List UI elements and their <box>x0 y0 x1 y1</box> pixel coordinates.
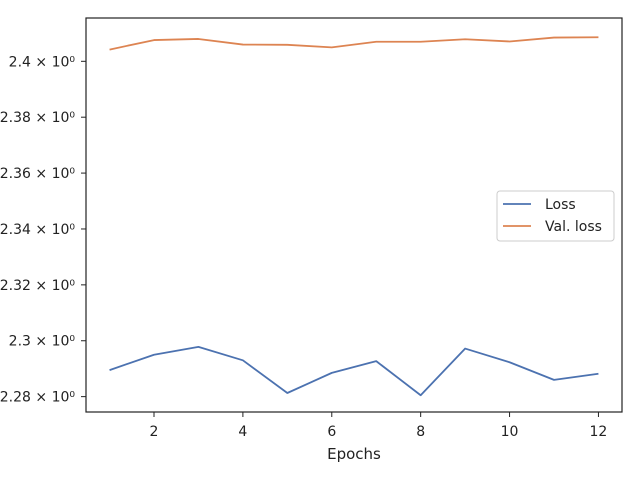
x-tick-label: 4 <box>238 424 247 440</box>
y-tick-label: 2.28 × 10⁰ <box>0 390 75 406</box>
y-axis: 2.28 × 10⁰ 2.3 × 10⁰ 2.32 × 10⁰ 2.34 × 10⁰ 2… <box>0 54 86 406</box>
x-axis-title: Epochs <box>327 445 381 463</box>
y-tick-label: 2.34 × 10⁰ <box>0 222 75 238</box>
x-tick-label: 10 <box>501 424 519 440</box>
legend-label: Loss <box>545 197 576 213</box>
legend-label: Val. loss <box>545 219 602 235</box>
series-layer <box>109 36 599 397</box>
plot-area-frame <box>85 17 623 413</box>
x-axis: 2 4 6 8 10 12 <box>150 412 608 440</box>
legend: Loss Val. loss <box>496 190 615 242</box>
x-tick-label: 8 <box>416 424 425 440</box>
y-tick-label: 2.38 × 10⁰ <box>0 110 75 126</box>
y-tick-label: 2.36 × 10⁰ <box>0 166 75 182</box>
series-line-loss <box>109 345 599 397</box>
x-tick-label: 12 <box>590 424 608 440</box>
x-tick-label: 6 <box>327 424 336 440</box>
x-tick-label: 2 <box>150 424 159 440</box>
series-line-val-loss <box>109 36 599 51</box>
y-tick-label: 2.32 × 10⁰ <box>0 278 75 294</box>
y-tick-label: 2.4 × 10⁰ <box>9 54 76 70</box>
y-tick-label: 2.3 × 10⁰ <box>9 334 76 350</box>
